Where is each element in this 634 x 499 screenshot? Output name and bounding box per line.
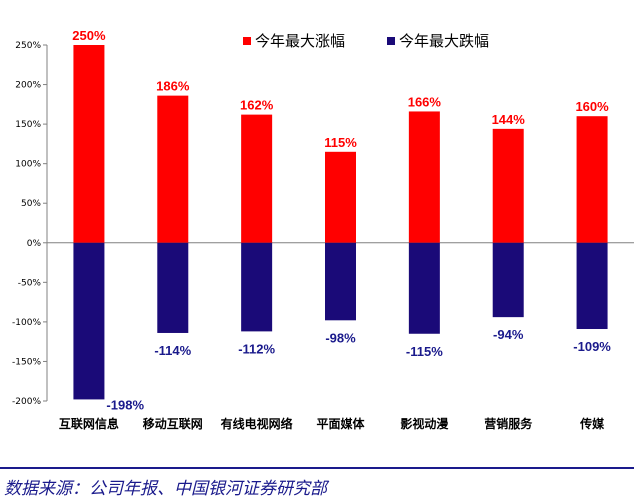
loss-value-label: -115% <box>406 344 443 359</box>
x-category-label: 移动互联网 <box>143 416 203 431</box>
loss-value-label: -198% <box>106 397 144 412</box>
x-category-label: 有线电视网络 <box>221 416 293 431</box>
gain-bar <box>241 114 273 243</box>
loss-value-label: -94% <box>493 327 524 342</box>
x-category-label: 互联网信息 <box>59 416 119 431</box>
loss-bar <box>492 242 524 318</box>
gain-value-label: 166% <box>408 94 442 109</box>
legend-label: 今年最大跌幅 <box>399 32 489 50</box>
loss-bar <box>325 242 356 321</box>
data-labels: 250% 186% 162% 115% 166% 144% 160% -198% -114% -1… <box>72 28 611 412</box>
bar-chart: -200% -150% -100% -50% 0% 50% 100% 150% 200% 250%… <box>12 28 634 431</box>
x-category-label: 影视动漫 <box>400 416 449 431</box>
loss-value-label: -98% <box>325 330 356 345</box>
loss-bar <box>576 242 608 330</box>
gain-bar <box>73 45 105 243</box>
loss-value-label: -114% <box>154 343 191 358</box>
axes: -200% -150% -100% -50% 0% 50% 100% 150% 200% 250%… <box>12 41 634 431</box>
legend-swatch <box>387 37 395 45</box>
x-category-label: 平面媒体 <box>316 416 365 431</box>
gain-bar <box>408 111 440 243</box>
gain-value-label: 162% <box>240 98 274 113</box>
y-tick-label: 50% <box>21 199 41 209</box>
gain-value-label: 186% <box>156 79 190 94</box>
gain-value-label: 144% <box>492 112 526 127</box>
legend-swatch <box>243 37 251 45</box>
y-tick-label: -150% <box>12 357 41 367</box>
y-tick-label: 150% <box>15 120 41 130</box>
source-divider <box>0 467 634 469</box>
y-tick-label: 0% <box>27 239 42 249</box>
gain-bar <box>492 128 524 243</box>
source-note: 数据来源：公司年报、中国银河证券研究部 <box>4 479 327 499</box>
gain-bar <box>325 151 356 243</box>
loss-bar <box>241 242 273 332</box>
gain-bar <box>576 116 608 243</box>
bars <box>73 45 608 400</box>
loss-bar <box>73 242 105 400</box>
x-category-label: 营销服务 <box>484 416 533 431</box>
y-tick-label: 200% <box>15 81 41 91</box>
gain-value-label: 160% <box>575 99 609 114</box>
legend: 今年最大涨幅 今年最大跌幅 <box>243 32 489 50</box>
loss-value-label: -112% <box>238 341 275 356</box>
y-tick-label: -200% <box>12 397 41 407</box>
legend-label: 今年最大涨幅 <box>255 32 345 50</box>
y-tick-label: 250% <box>15 41 41 51</box>
y-tick-label: -50% <box>18 278 42 288</box>
loss-bar <box>157 242 189 333</box>
y-tick-label: 100% <box>15 160 41 170</box>
gain-value-label: 250% <box>72 28 106 43</box>
y-tick-label: -100% <box>12 318 41 328</box>
x-category-label: 传媒 <box>579 416 605 431</box>
loss-bar <box>408 242 440 334</box>
gain-bar <box>157 95 189 243</box>
gain-value-label: 115% <box>324 135 357 150</box>
loss-value-label: -109% <box>573 339 611 354</box>
